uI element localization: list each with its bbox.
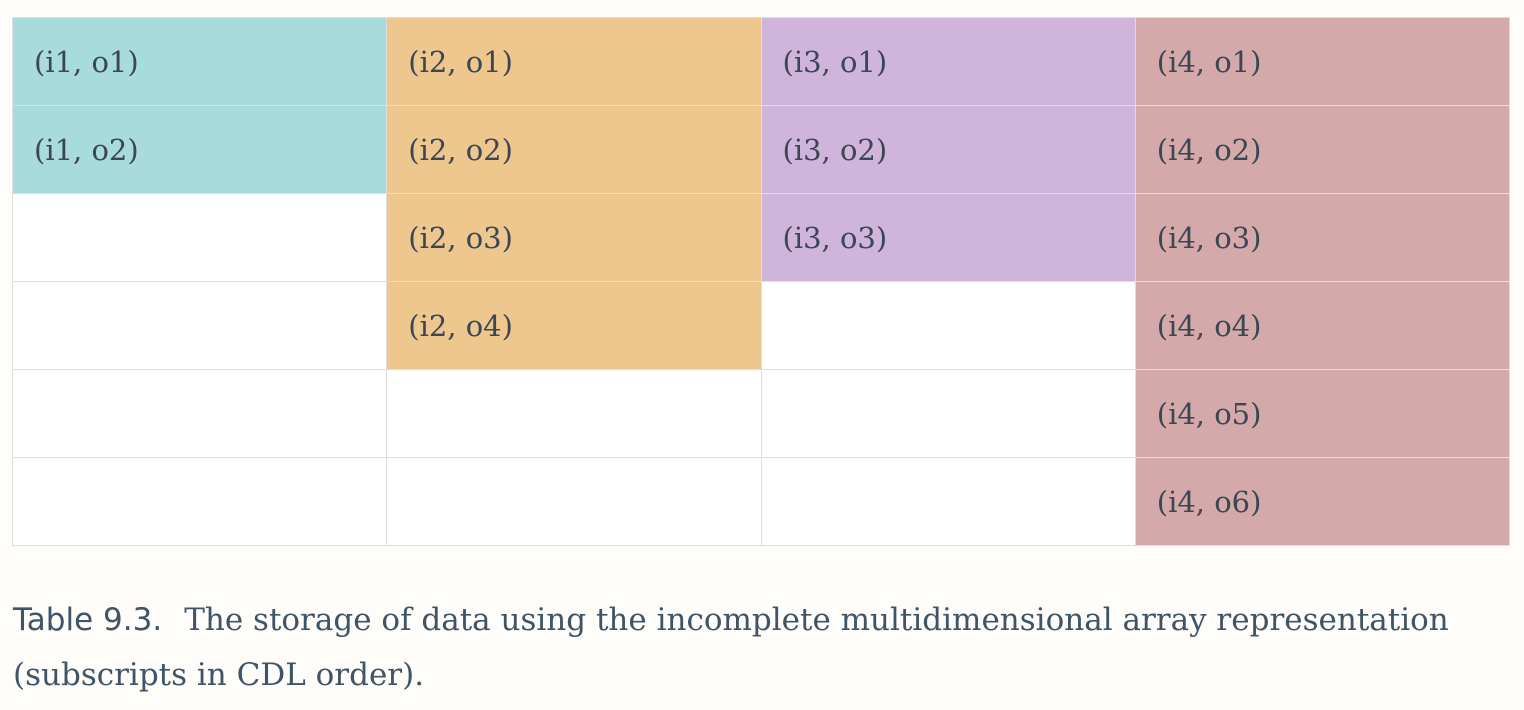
table-cell-empty bbox=[11, 457, 388, 546]
table-cell: (i4, o5) bbox=[1134, 369, 1511, 458]
table-cell: (i3, o3) bbox=[760, 193, 1136, 282]
table-cell-empty bbox=[760, 457, 1136, 546]
table-cell-empty bbox=[11, 193, 388, 282]
table-cell-empty bbox=[760, 281, 1136, 370]
table-row: (i4, o6) bbox=[11, 457, 1511, 546]
table-cell-empty bbox=[11, 281, 388, 370]
table-cell: (i2, o1) bbox=[386, 17, 762, 106]
table-row: (i1, o1) (i2, o1) (i3, o1) (i4, o1) bbox=[11, 17, 1511, 106]
table-cell: (i4, o1) bbox=[1134, 17, 1511, 106]
table-cell: (i3, o2) bbox=[760, 105, 1136, 194]
table-caption: Table 9.3. The storage of data using the … bbox=[13, 593, 1503, 703]
table-cell: (i2, o2) bbox=[386, 105, 762, 194]
table-row: (i2, o4) (i4, o4) bbox=[11, 281, 1511, 370]
table-cell: (i2, o4) bbox=[386, 281, 762, 370]
table-cell: (i4, o2) bbox=[1134, 105, 1511, 194]
table-cell: (i1, o2) bbox=[11, 105, 388, 194]
table-cell-empty bbox=[760, 369, 1136, 458]
storage-table: (i1, o1) (i2, o1) (i3, o1) (i4, o1) (i1,… bbox=[11, 17, 1511, 546]
caption-text: The storage of data using the incomplete… bbox=[13, 602, 1449, 693]
table-cell: (i3, o1) bbox=[760, 17, 1136, 106]
table-cell: (i4, o4) bbox=[1134, 281, 1511, 370]
table-row: (i4, o5) bbox=[11, 369, 1511, 458]
table-row: (i1, o2) (i2, o2) (i3, o2) (i4, o2) bbox=[11, 105, 1511, 194]
table-cell-empty bbox=[386, 457, 762, 546]
table-cell-empty bbox=[386, 369, 762, 458]
table-cell: (i2, o3) bbox=[386, 193, 762, 282]
table-row: (i2, o3) (i3, o3) (i4, o3) bbox=[11, 193, 1511, 282]
table-cell-empty bbox=[11, 369, 388, 458]
caption-number: Table 9.3. bbox=[13, 602, 163, 638]
table-cell: (i4, o3) bbox=[1134, 193, 1511, 282]
table-cell: (i1, o1) bbox=[11, 17, 388, 106]
table-cell: (i4, o6) bbox=[1134, 457, 1511, 546]
